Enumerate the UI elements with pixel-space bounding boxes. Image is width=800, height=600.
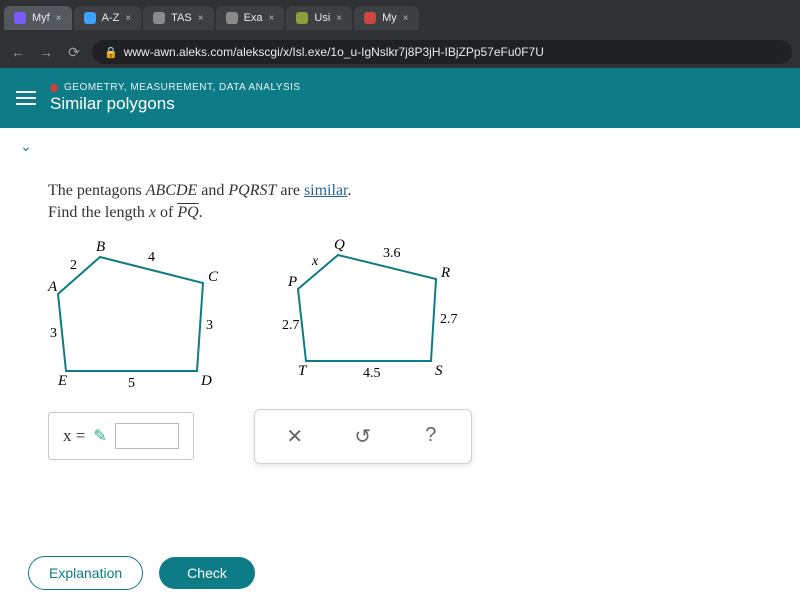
close-icon[interactable]: × <box>403 13 409 24</box>
favicon <box>226 12 238 24</box>
check-button[interactable]: Check <box>159 557 255 589</box>
topic-title: Similar polygons <box>50 94 301 114</box>
undo-button[interactable]: ↺ <box>349 424 377 449</box>
svg-text:5: 5 <box>128 376 135 391</box>
answer-box: x = ✎ <box>48 412 194 460</box>
menu-icon[interactable] <box>16 91 36 105</box>
svg-text:S: S <box>435 363 443 379</box>
figures: A B C D E 2 4 3 5 3 P Q R S T x 3.6 <box>48 249 772 399</box>
address-bar[interactable]: 🔒 www-awn.aleks.com/alekscgi/x/Isl.exe/1… <box>92 40 792 64</box>
svg-text:3.6: 3.6 <box>383 246 401 261</box>
browser-tab[interactable]: TAS × <box>143 6 213 30</box>
answer-input[interactable] <box>115 423 179 449</box>
favicon <box>14 12 26 24</box>
app-content: GEOMETRY, MEASUREMENT, DATA ANALYSIS Sim… <box>0 68 800 600</box>
section-label: GEOMETRY, MEASUREMENT, DATA ANALYSIS <box>50 82 301 93</box>
tool-card: ✕ ↺ ? <box>254 409 472 464</box>
url-text: www-awn.aleks.com/alekscgi/x/Isl.exe/1o_… <box>124 45 544 59</box>
svg-text:Q: Q <box>334 237 345 253</box>
svg-text:3: 3 <box>206 318 213 333</box>
svg-text:T: T <box>298 363 308 379</box>
chevron-down-icon[interactable]: ⌄ <box>12 132 40 160</box>
close-icon[interactable]: × <box>269 13 275 24</box>
favicon <box>153 12 165 24</box>
svg-text:4.5: 4.5 <box>363 366 381 381</box>
tab-label: Myf <box>32 12 50 24</box>
browser-tab[interactable]: A-Z × <box>74 6 142 30</box>
close-icon[interactable]: × <box>198 13 204 24</box>
explanation-button[interactable]: Explanation <box>28 556 143 590</box>
pentagon-abcde: A B C D E 2 4 3 5 3 <box>48 249 228 399</box>
clear-button[interactable]: ✕ <box>281 424 309 449</box>
tab-label: My <box>382 12 397 24</box>
close-icon[interactable]: × <box>56 13 62 24</box>
lock-icon: 🔒 <box>104 46 118 59</box>
cursor-icon: ✎ <box>93 426 106 446</box>
browser-tab[interactable]: Exa × <box>216 6 285 30</box>
svg-text:4: 4 <box>148 250 155 265</box>
tab-label: Exa <box>244 12 263 24</box>
svg-text:x: x <box>311 254 319 269</box>
svg-text:R: R <box>440 265 450 281</box>
svg-text:D: D <box>200 373 212 389</box>
pentagon-pqrst: P Q R S T x 3.6 2.7 4.5 2.7 <box>288 249 463 389</box>
close-icon[interactable]: × <box>125 13 131 24</box>
browser-tab[interactable]: Usi × <box>286 6 352 30</box>
svg-text:2.7: 2.7 <box>282 318 300 333</box>
svg-text:2.7: 2.7 <box>440 312 458 327</box>
tab-label: A-Z <box>102 12 120 24</box>
browser-tab-strip: Myf × A-Z × TAS × Exa × Usi × My × <box>0 0 800 36</box>
svg-text:2: 2 <box>70 258 77 273</box>
svg-text:3: 3 <box>50 326 57 341</box>
close-icon[interactable]: × <box>336 13 342 24</box>
tab-label: TAS <box>171 12 192 24</box>
tab-label: Usi <box>314 12 330 24</box>
forward-button[interactable]: → <box>36 44 56 60</box>
favicon <box>296 12 308 24</box>
browser-tab[interactable]: My × <box>354 6 419 30</box>
app-header: GEOMETRY, MEASUREMENT, DATA ANALYSIS Sim… <box>0 68 800 128</box>
svg-text:B: B <box>96 239 105 255</box>
problem-prompt: The pentagons ABCDE and PQRST are simila… <box>48 180 772 225</box>
browser-toolbar: ← → ⟳ 🔒 www-awn.aleks.com/alekscgi/x/Isl… <box>0 36 800 68</box>
problem-area: The pentagons ABCDE and PQRST are simila… <box>0 160 800 476</box>
status-dot-icon <box>50 84 58 92</box>
svg-text:P: P <box>287 274 297 290</box>
bottom-bar: Explanation Check <box>28 556 255 590</box>
svg-text:A: A <box>47 279 58 295</box>
favicon <box>84 12 96 24</box>
browser-tab[interactable]: Myf × <box>4 6 72 30</box>
svg-text:E: E <box>57 373 67 389</box>
back-button[interactable]: ← <box>8 44 28 60</box>
answer-label: x = <box>63 426 85 446</box>
favicon <box>364 12 376 24</box>
reload-button[interactable]: ⟳ <box>64 44 84 61</box>
svg-text:C: C <box>208 269 219 285</box>
help-button[interactable]: ? <box>417 424 445 449</box>
